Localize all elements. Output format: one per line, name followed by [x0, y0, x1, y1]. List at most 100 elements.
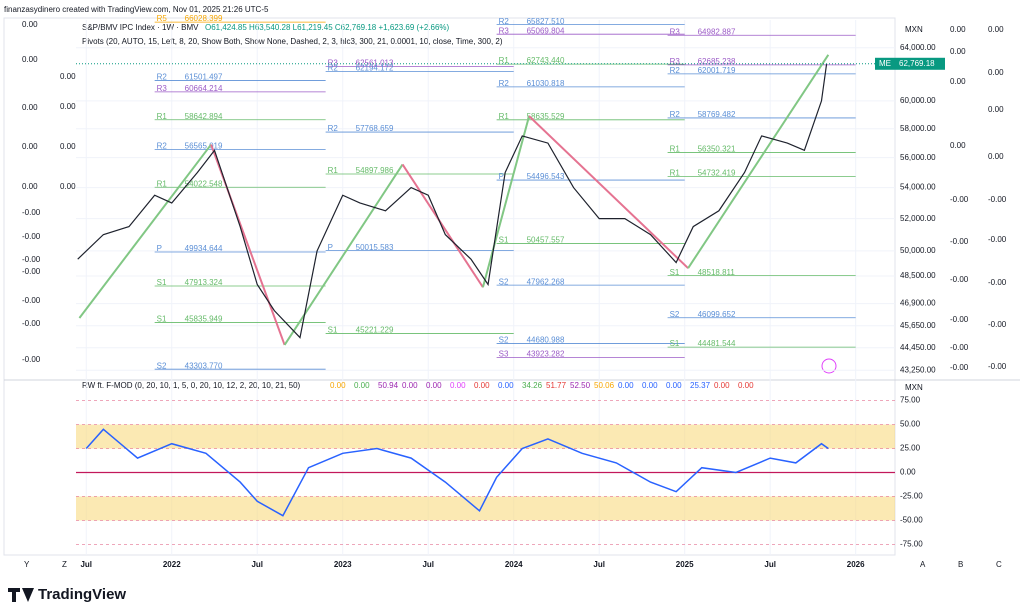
osc-legend-value: 0.00 — [402, 381, 418, 390]
osc-legend-value: 50.94 — [378, 381, 399, 390]
overlay-scale-label: -0.00 — [950, 195, 969, 204]
y-tick-label: 56,000.00 — [900, 153, 936, 162]
y-tick-label: 43,250.00 — [900, 365, 936, 374]
osc-tick-label: -75.00 — [900, 540, 923, 549]
corner-letter: C — [996, 560, 1002, 569]
osc-legend-value: 0.00 — [450, 381, 466, 390]
pivot-level: R3 — [670, 57, 681, 66]
pivot-level: R3 — [670, 27, 681, 36]
overlay-scale-label: 0.00 — [22, 182, 38, 191]
overlay-scale-label: -0.00 — [22, 208, 41, 217]
pivot-level: R1 — [328, 166, 339, 175]
x-tick-label: 2023 — [334, 560, 352, 569]
overlay-scale-label: -0.00 — [950, 275, 969, 284]
pivot-level: R1 — [499, 56, 510, 65]
osc-legend-value: 0.00 — [354, 381, 370, 390]
pivot-level: P — [328, 243, 333, 252]
pivot-label: 54022.548 — [185, 179, 223, 188]
pivot-level: R2 — [328, 124, 339, 133]
osc-tick-label: 25.00 — [900, 444, 921, 453]
ohlc: O61,424.85 H63,540.28 L61,219.45 C62,769… — [205, 23, 450, 32]
pivot-label: 56350.321 — [698, 145, 736, 154]
pivot-level: R2 — [670, 66, 681, 75]
pivot-level: R2 — [157, 142, 168, 151]
overlay-scale-label: 0.00 — [22, 103, 38, 112]
last-price-badge — [875, 57, 945, 70]
pivot-label: 47913.324 — [185, 278, 223, 287]
pivot-label: 58642.894 — [185, 112, 223, 121]
pivot-level: R5 — [157, 14, 168, 23]
overlay-scale-label: 0.00 — [950, 47, 966, 56]
pivot-label: 62001.719 — [698, 66, 736, 75]
overlay-scale-label: -0.00 — [950, 363, 969, 372]
x-tick-label: Jul — [422, 560, 434, 569]
y-tick-label: 50,000.00 — [900, 246, 936, 255]
corner-letter: B — [958, 560, 963, 569]
overlay-scale-label: 0.00 — [22, 142, 38, 151]
pivot-level: R3 — [157, 84, 168, 93]
osc-legend-value: 51.77 — [546, 381, 567, 390]
pivot-level: S2 — [499, 277, 509, 286]
pivot-label: 45221.229 — [356, 326, 394, 335]
chart-frame — [3, 17, 896, 556]
last-price-label: 62,769.18 — [899, 59, 935, 68]
osc-legend-value: 34.26 — [522, 381, 543, 390]
overlay-scale-label: -0.00 — [950, 315, 969, 324]
pivot-level: R1 — [499, 112, 510, 121]
osc-tick-label: 50.00 — [900, 420, 921, 429]
pivot-label: 65069.804 — [527, 26, 565, 35]
overlay-scale-label: 0.00 — [950, 25, 966, 34]
x-tick-label: 2024 — [505, 560, 523, 569]
pivot-level: R3 — [499, 26, 510, 35]
overlay-scale-label: -0.00 — [22, 255, 41, 264]
osc-legend-value: 0.00 — [618, 381, 634, 390]
overlay-scale-label: 0.00 — [60, 102, 76, 111]
osc-currency: MXN — [905, 383, 923, 392]
pivot-label: 60664.214 — [185, 84, 223, 93]
corner-letter: Z — [62, 560, 67, 569]
pivot-label: 43923.282 — [527, 350, 565, 359]
osc-legend-value: 25.37 — [690, 381, 711, 390]
overlay-scale-label: 0.00 — [950, 77, 966, 86]
zigzag-segment — [481, 115, 531, 288]
osc-legend-value: 52.50 — [570, 381, 591, 390]
osc-title: RW ft. F-MOD (0, 20, 10, 1, 5, 0, 20, 10… — [82, 381, 301, 390]
pivot-label: 62743.440 — [527, 56, 565, 65]
zigzag-segment — [528, 115, 689, 269]
pivot-label: 50015.583 — [356, 243, 394, 252]
overlay-scale-label: 0.00 — [60, 72, 76, 81]
overlay-scale-label: -0.00 — [988, 235, 1007, 244]
pivot-level: S1 — [157, 278, 167, 287]
overlay-scale-label: -0.00 — [988, 195, 1007, 204]
pivot-level: S2 — [499, 336, 509, 345]
overlay-scale-label: 0.00 — [988, 68, 1004, 77]
x-tick-label: 2026 — [847, 560, 865, 569]
pivot-level: R2 — [670, 110, 681, 119]
osc-line — [85, 428, 829, 517]
pivot-label: 49934.644 — [185, 244, 223, 253]
osc-legend-value: 0.00 — [738, 381, 754, 390]
y-tick-label: 48,500.00 — [900, 271, 936, 280]
pivot-label: 64982.887 — [698, 27, 736, 36]
osc-band — [76, 424, 895, 449]
y-tick-label: 45,650.00 — [900, 321, 936, 330]
pivot-level: S1 — [670, 268, 680, 277]
osc-tick-label: 75.00 — [900, 396, 921, 405]
pivot-label: 58769.482 — [698, 110, 736, 119]
y-tick-label: 58,000.00 — [900, 124, 936, 133]
pivot-label: 54897.986 — [356, 166, 394, 175]
pivot-label: 66028.399 — [185, 14, 223, 23]
symbol-title: S&P/BMV IPC Index · 1W · BMV — [82, 23, 199, 32]
osc-legend-value: 0.00 — [330, 381, 346, 390]
overlay-scale-label: 0.00 — [988, 152, 1004, 161]
pivot-label: 65827.510 — [527, 17, 565, 26]
y-tick-label: 46,900.00 — [900, 299, 936, 308]
overlay-scale-label: -0.00 — [22, 232, 41, 241]
pivot-label: 47962.268 — [527, 277, 565, 286]
alert-icon[interactable] — [821, 358, 837, 374]
pivot-level: S3 — [499, 350, 509, 359]
brand-logo — [8, 588, 34, 602]
osc-legend-value: 0.00 — [642, 381, 658, 390]
osc-tick-label: -50.00 — [900, 516, 923, 525]
